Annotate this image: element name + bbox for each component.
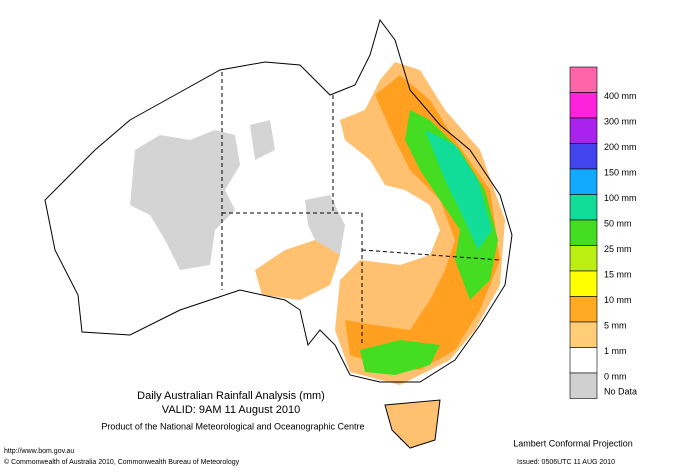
rain-50mm	[425, 130, 492, 250]
legend-swatch	[569, 194, 598, 221]
legend-swatch	[569, 245, 598, 272]
legend-swatch	[569, 66, 598, 93]
no-data-region	[130, 120, 345, 270]
legend: 400 mm 300 mm 200 mm 150 mm 100 mm 50 mm 25 mm…	[569, 66, 637, 399]
legend-label: No Data	[604, 386, 637, 396]
valid-time: VALID: 9AM 11 August 2010	[162, 404, 300, 416]
legend-swatch	[569, 143, 598, 170]
projection: Lambert Conformal Projection	[513, 438, 633, 448]
legend-label: 300 mm	[604, 116, 637, 126]
legend-label: 200 mm	[604, 142, 637, 152]
product-line: Product of the National Meteorological a…	[101, 421, 364, 431]
legend-label: 25 mm	[604, 244, 632, 254]
legend-swatch	[569, 117, 598, 144]
legend-label: 400 mm	[604, 91, 637, 101]
legend-label: 0 mm	[604, 371, 627, 381]
map-area	[44, 18, 513, 449]
rain-5mm	[345, 75, 500, 370]
map-title: Daily Australian Rainfall Analysis (mm)	[137, 390, 325, 402]
legend-label: 100 mm	[604, 193, 637, 203]
coastline	[44, 18, 513, 383]
legend-label: 15 mm	[604, 269, 632, 279]
legend-swatch	[569, 321, 598, 348]
legend-swatch	[569, 92, 598, 119]
legend-swatch	[569, 296, 598, 323]
tasmania	[384, 399, 441, 449]
url: http://www.bom.gov.au	[4, 448, 74, 455]
legend-swatch	[569, 372, 598, 399]
state-borders	[221, 72, 501, 345]
legend-label: 50 mm	[604, 218, 632, 228]
legend-swatch	[569, 270, 598, 297]
legend-label: 5 mm	[604, 320, 627, 330]
legend-label: 1 mm	[604, 346, 627, 356]
legend-swatch	[569, 347, 598, 374]
issued: Issued: 0506UTC 11 AUG 2010	[517, 459, 615, 466]
legend-label: 10 mm	[604, 295, 632, 305]
legend-label: 150 mm	[604, 167, 637, 177]
legend-swatch	[569, 219, 598, 246]
legend-swatch	[569, 168, 598, 195]
copyright: © Commonwealth of Australia 2010, Common…	[4, 458, 240, 466]
